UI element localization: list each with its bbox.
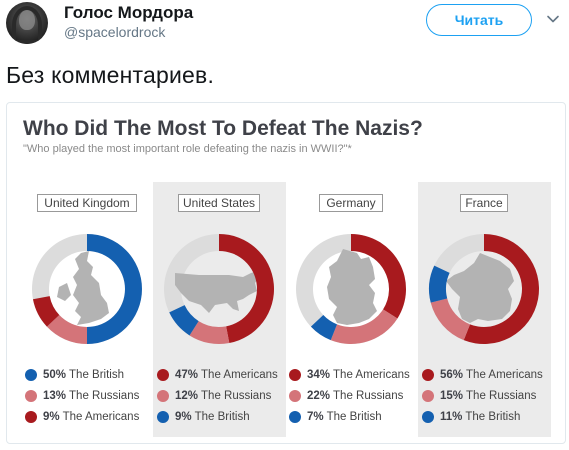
attached-image-infographic[interactable]: Who Did The Most To Defeat The Nazis? "W… [6,102,566,444]
donut-slice-british [310,315,338,341]
legend-item: 11% The British [422,409,520,425]
infographic-title: Who Did The Most To Defeat The Nazis? [23,117,423,140]
donut-chart-united-states [163,234,274,344]
legend-label: The Russians [333,390,404,402]
legend-item: 56% The Americans [422,367,543,383]
legend-item: 50% The British [25,367,124,383]
legend-item: 7% The British [289,409,382,425]
legend-label: The Russians [201,390,272,402]
donut-slice-russians [330,309,398,344]
legend-item: 9% The British [157,409,250,425]
legend-dot [157,390,169,402]
legend-dot [422,369,434,381]
donut-slice-americans [32,296,60,327]
donut-slice-americans [219,234,274,344]
legend-item: 47% The Americans [157,367,278,383]
donut-slice-russians [46,315,87,344]
legend-percentage: 13% [43,390,67,402]
country-label-france: France [460,194,508,212]
avatar-hood-shape [12,6,42,44]
legend-label: The Americans [333,369,410,381]
legend-label: The British [194,411,250,423]
legend-dot [422,411,434,423]
legend-label: The Americans [62,411,140,423]
legend-dot [25,390,37,402]
legend-dot [157,369,169,381]
legend-label: The Americans [466,369,543,381]
country-silhouette-germany [327,249,377,325]
legend-item: 15% The Russians [422,388,536,404]
legend-dot [157,411,169,423]
donut-slice-british [87,234,142,344]
tweet-text: Без комментариев. [6,62,215,88]
country-label-united-states: United States [178,194,260,212]
donut-chart-germany [295,234,406,344]
country-silhouette-united-kingdom [57,251,109,325]
donut-chart-france [428,234,539,344]
donut-slice-russians [189,321,230,344]
legend-item: 13% The Russians [25,388,139,404]
follow-button[interactable]: Читать [426,4,532,36]
legend-dot [25,411,37,423]
chevron-down-icon[interactable] [546,12,560,26]
legend-percentage: 9% [175,411,192,423]
donut-slice-russians [430,298,471,341]
country-silhouette-united-states [175,271,259,313]
legend-percentage: 47% [175,369,199,381]
legend-item: 9% The Americans [25,409,139,425]
avatar[interactable] [6,2,48,44]
legend-label: The British [326,411,382,423]
legend-percentage: 7% [307,411,324,423]
legend-percentage: 9% [43,411,60,423]
legend-dot [289,411,301,423]
country-label-united-kingdom: United Kingdom [37,194,137,212]
legend-item: 12% The Russians [157,388,271,404]
legend-label: The Russians [69,390,140,402]
legend-label: The Americans [201,369,278,381]
legend-percentage: 15% [440,390,464,402]
donut-slice-americans [351,234,406,319]
donut-chart-united-kingdom [31,234,142,344]
legend-dot [25,369,37,381]
legend-dot [289,390,301,402]
infographic-subtitle: "Who played the most important role defe… [23,143,352,155]
country-silhouette-france [446,253,514,323]
country-label-germany: Germany [319,194,383,212]
user-display-name[interactable]: Голос Мордора [64,3,194,22]
legend-percentage: 22% [307,390,331,402]
donut-slice-british [169,305,199,336]
donut-slice-americans [463,234,539,344]
avatar-face-shape [19,10,35,30]
legend-item: 34% The Americans [289,367,410,383]
legend-label: The Russians [466,390,537,402]
legend-dot [289,369,301,381]
legend-label: The British [69,369,124,381]
user-handle[interactable]: @spacelordrock [64,24,166,40]
legend-percentage: 50% [43,369,67,381]
legend-percentage: 12% [175,390,199,402]
legend-percentage: 56% [440,369,464,381]
legend-label: The British [465,411,521,423]
legend-dot [422,390,434,402]
legend-percentage: 11% [440,411,463,423]
legend-item: 22% The Russians [289,388,403,404]
donut-slice-british [429,265,450,303]
legend-percentage: 34% [307,369,331,381]
